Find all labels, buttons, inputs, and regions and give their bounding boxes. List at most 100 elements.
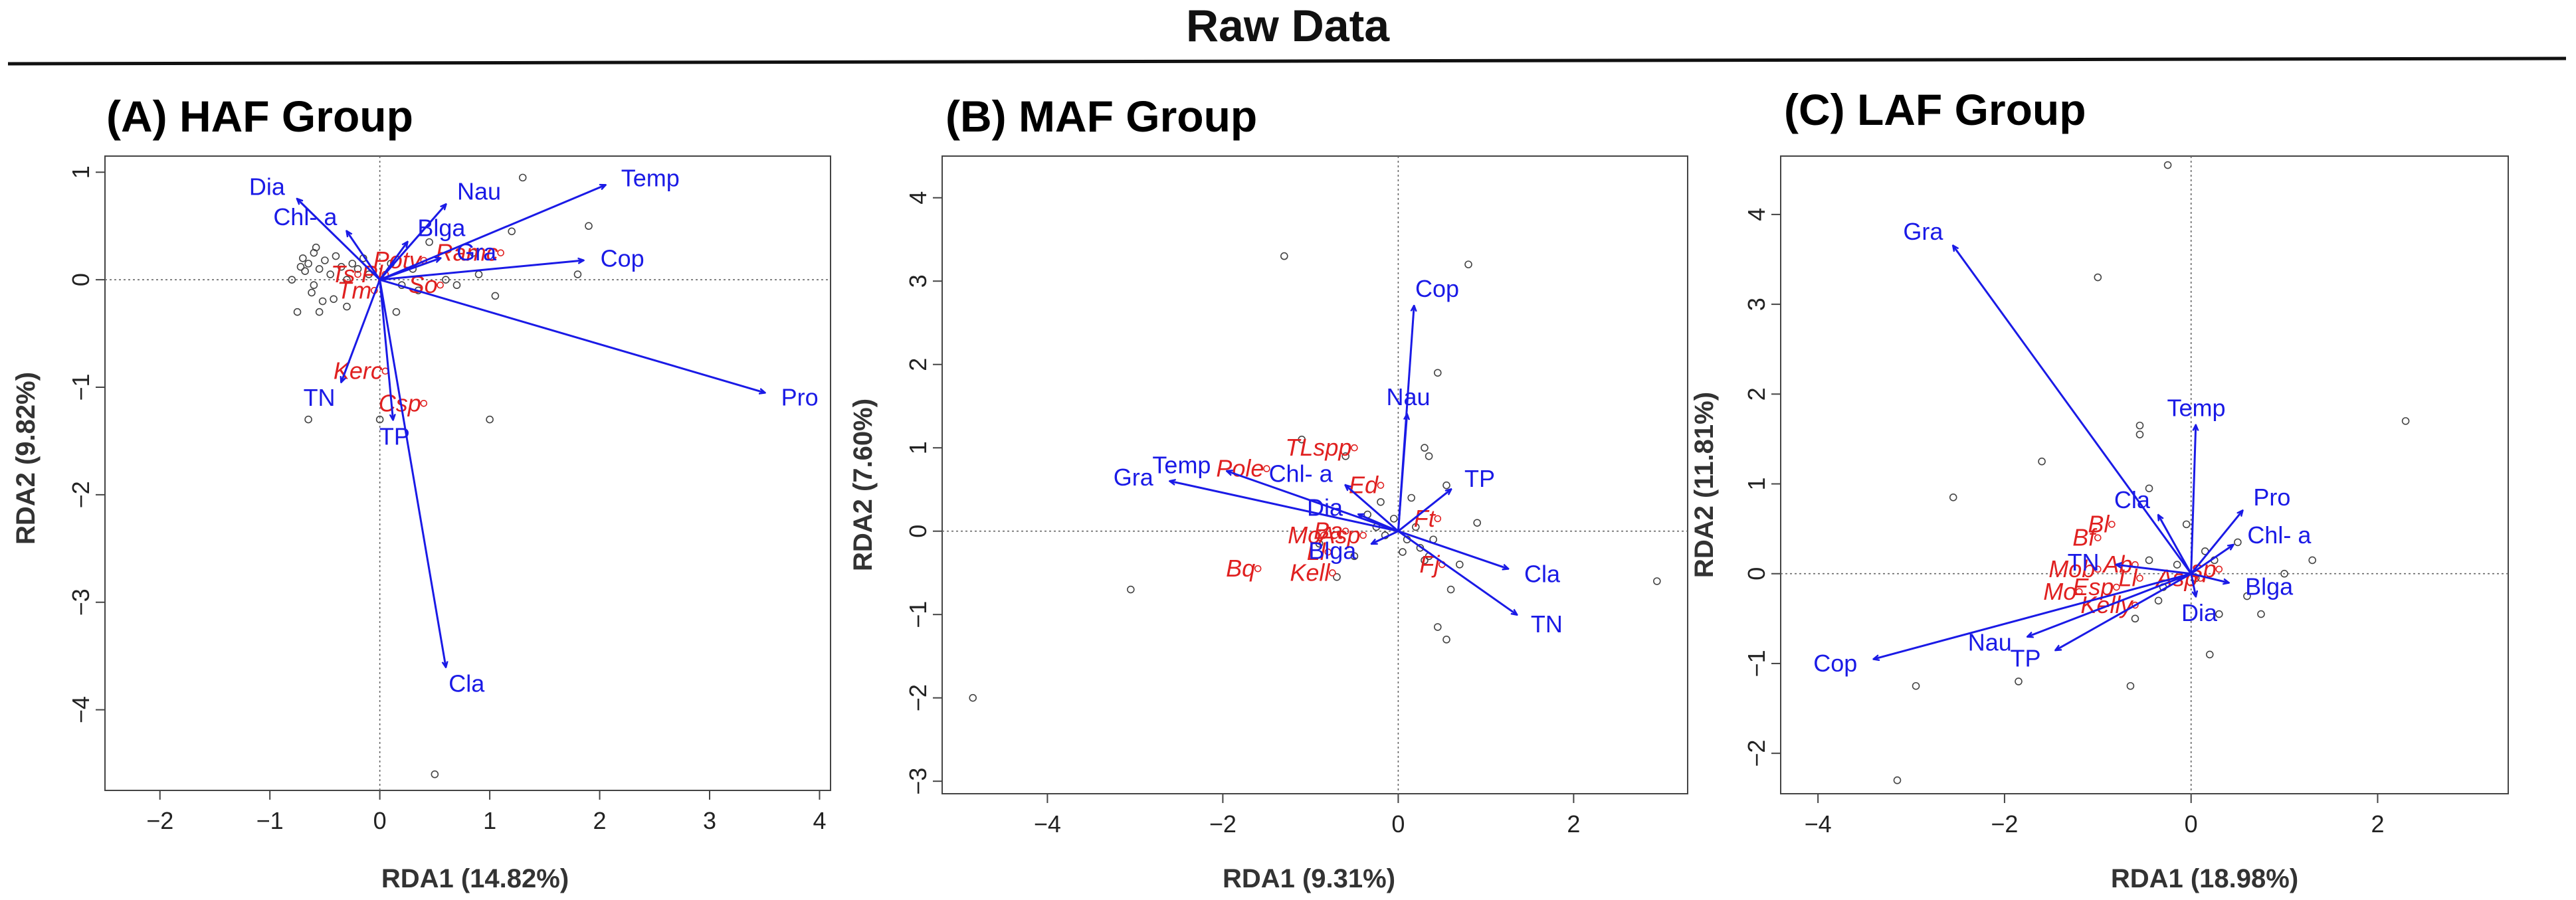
env-label-maf: Chl- a [1269,460,1334,488]
env-label-laf: TP [2010,644,2040,672]
species-point-laf [2131,601,2139,609]
site-point-haf [486,415,494,424]
site-point-maf [1421,556,1429,565]
site-point-maf [1412,523,1420,531]
y-tick-label-maf: −3 [904,768,932,795]
species-point-haf [497,249,504,256]
y-tick-label-laf: −1 [1743,650,1770,677]
site-point-maf [1280,252,1288,260]
site-point-maf [1390,515,1398,523]
site-point-haf [293,308,302,316]
env-arrow-haf [379,260,583,281]
env-arrow-laf [2190,511,2242,575]
site-point-maf [1434,623,1442,631]
env-label-laf: TN [2068,549,2100,576]
species-point-maf [1263,465,1270,472]
species-label-maf: TLspp [1285,434,1351,461]
y-tick-label-haf: −4 [67,696,94,723]
env-label-haf: TN [304,384,336,411]
site-point-haf [585,222,593,230]
site-point-maf [1350,552,1359,561]
env-label-haf: Nau [457,177,501,205]
site-point-laf [2215,610,2223,618]
panel-haf: (A) HAF Group −2−101234−4−3−2−101RamcPot… [11,92,831,893]
env-arrow-haf [342,279,381,382]
site-point-laf [2205,650,2214,659]
species-point-laf [2094,534,2102,541]
site-point-laf [2234,538,2242,547]
site-point-haf [491,292,500,300]
env-arrow-laf [2190,545,2233,575]
env-label-maf: Cop [1415,275,1459,302]
species-point-maf [1324,548,1332,556]
site-point-haf [304,415,312,424]
species-point-laf [2094,565,2102,573]
env-label-laf: Cop [1813,650,1857,677]
site-point-haf [304,260,312,268]
title-rule [7,56,2567,66]
env-arrow-laf [1953,246,2192,575]
env-arrow-laf [2028,573,2192,637]
site-point-haf [288,276,296,284]
site-point-laf [2145,556,2153,565]
env-label-laf: Pro [2253,484,2290,511]
site-point-haf [315,265,324,273]
env-label-haf: Dia [249,173,286,201]
env-arrow-laf [1874,573,2192,659]
y-axis-label-maf: RDA2 (7.60%) [848,399,878,571]
site-point-haf [330,295,338,304]
species-label-maf: Pole [1216,455,1264,482]
species-point-maf [1341,527,1349,535]
env-label-laf: Cla [2114,486,2151,513]
plot-area-maf: −4 −2 0 2−3−2−101234TLsppPoleEdFtFjMoBaAspL… [904,155,1688,838]
site-point-laf [2163,161,2172,169]
x-tick-label-haf: 1 [483,807,496,834]
site-point-laf [2257,610,2265,618]
env-label-maf: Dia [1307,494,1343,521]
species-point-haf [420,399,428,407]
site-point-laf [2015,677,2023,685]
species-label-maf: Ed [1349,472,1379,499]
site-point-haf [348,260,357,268]
species-point-maf [1359,531,1367,539]
env-arrow-haf [347,231,381,280]
site-point-maf [1315,539,1324,548]
x-axis-label-maf: RDA1 (9.31%) [1223,864,1395,893]
env-label-haf: Gra [456,238,497,266]
env-arrow-laf [2190,573,2196,596]
x-tick-label-haf: 0 [373,807,387,834]
species-label-maf: Kell [1290,559,1330,586]
site-point-laf [2145,484,2153,493]
site-point-haf [318,297,327,306]
site-point-maf [1434,369,1442,377]
site-point-laf [2126,681,2135,690]
site-point-haf [425,238,433,246]
species-label-laf: Ll [2118,564,2137,591]
env-arrow-maf [1397,490,1450,532]
site-point-laf [2038,457,2046,466]
site-point-maf [1399,548,1407,556]
site-point-maf [1653,577,1661,585]
y-tick-label-laf: 3 [1743,298,1770,311]
x-tick-label-laf: −2 [1991,810,2018,838]
env-arrow-laf [2056,573,2192,650]
env-arrow-maf [1345,486,1399,532]
y-tick-label-haf: 0 [67,273,94,286]
env-label-maf: TP [1464,465,1495,492]
x-tick-label-maf: −4 [1034,810,1061,838]
site-point-haf [308,288,316,297]
env-label-laf: Dia [2181,599,2218,626]
site-point-haf [315,308,324,316]
plot-frame-haf [104,155,831,791]
site-point-haf [301,267,309,275]
site-point-maf [1333,573,1341,581]
y-tick-label-maf: 4 [904,191,932,205]
env-arrow-maf [1397,530,1508,569]
x-tick-label-haf: 4 [813,807,826,834]
site-point-laf [2280,569,2288,578]
y-tick-label-maf: 1 [904,441,932,454]
species-point-laf [2108,521,2116,528]
x-tick-label-haf: 3 [703,807,716,834]
y-tick-label-maf: 3 [904,274,932,288]
